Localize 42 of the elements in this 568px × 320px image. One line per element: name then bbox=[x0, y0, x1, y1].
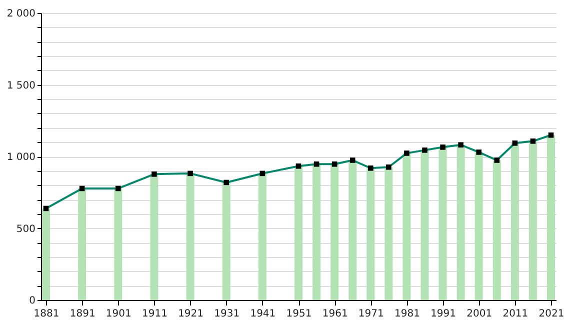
bar bbox=[456, 144, 465, 300]
x-tick-label: 1981 bbox=[394, 308, 420, 320]
bar bbox=[510, 143, 519, 300]
bar bbox=[114, 188, 122, 300]
bar bbox=[348, 160, 357, 300]
x-tick-label: 2011 bbox=[502, 308, 528, 320]
bar bbox=[547, 135, 555, 300]
bar bbox=[186, 173, 194, 300]
bar bbox=[78, 188, 86, 300]
x-tick-label: 1881 bbox=[34, 308, 60, 320]
bar bbox=[402, 153, 411, 300]
bar bbox=[384, 167, 393, 300]
y-tick-label: 1 000 bbox=[6, 152, 36, 163]
bar bbox=[366, 168, 375, 300]
x-tick-label: 1891 bbox=[70, 308, 96, 320]
bar bbox=[492, 160, 501, 300]
x-tick-label: 1911 bbox=[142, 308, 168, 320]
x-tick-label: 1961 bbox=[322, 308, 348, 320]
y-tick-label: 2 000 bbox=[6, 8, 36, 20]
y-tick-label: 1 500 bbox=[6, 80, 36, 92]
x-tick-label: 1901 bbox=[106, 308, 132, 320]
bar bbox=[294, 166, 302, 300]
bar bbox=[312, 164, 321, 300]
x-tick-label: 1931 bbox=[214, 308, 240, 320]
bar bbox=[528, 141, 537, 300]
bar bbox=[222, 182, 230, 300]
x-tick-label: 1951 bbox=[286, 308, 312, 320]
bar bbox=[150, 174, 158, 300]
bar bbox=[258, 173, 266, 300]
x-tick-label: 2021 bbox=[538, 308, 564, 320]
bar bbox=[330, 164, 339, 300]
bar bbox=[438, 147, 447, 300]
x-tick-label: 2001 bbox=[466, 308, 492, 320]
x-tick-label: 1921 bbox=[178, 308, 204, 320]
bar bbox=[474, 152, 483, 300]
x-tick-label: 1941 bbox=[250, 308, 276, 320]
x-tick-label: 1971 bbox=[358, 308, 384, 320]
bar bbox=[42, 208, 50, 300]
bar bbox=[420, 150, 429, 300]
x-tick-label: 1991 bbox=[430, 308, 456, 320]
y-tick-label: 0 bbox=[29, 296, 36, 306]
y-tick-label: 500 bbox=[16, 224, 36, 235]
